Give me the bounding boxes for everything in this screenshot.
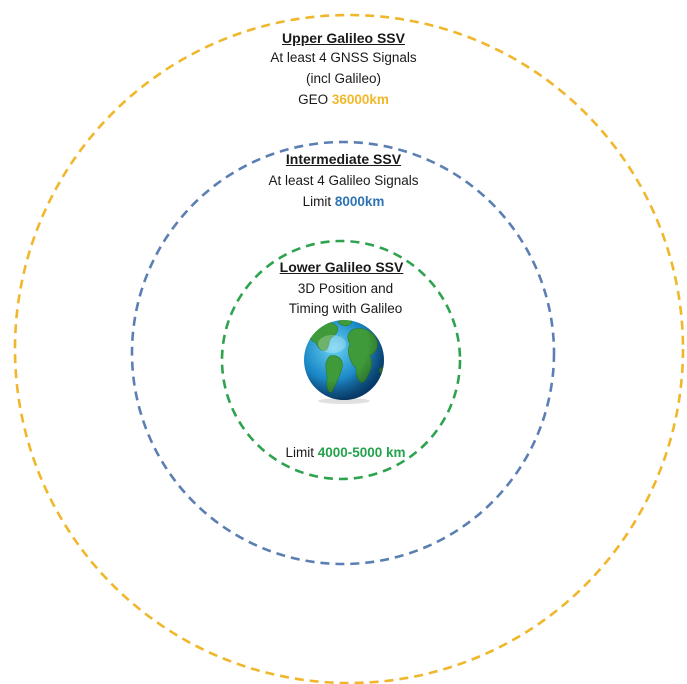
upper-ssv-line1: At least 4 GNSS Signals	[270, 50, 417, 65]
intermediate-ssv-limit: Limit 8000km	[0, 192, 687, 211]
lower-ssv-title: Lower Galileo SSV	[279, 259, 404, 275]
upper-ssv-line2: (incl Galileo)	[305, 71, 382, 86]
intermediate-ssv-boundary	[130, 140, 556, 566]
earth-icon	[304, 320, 384, 404]
upper-ssv-limit-value: 36000km	[331, 92, 389, 107]
lower-ssv-limit-prefix: Limit	[285, 445, 318, 460]
lower-ssv-line2: Timing with Galileo	[288, 301, 403, 316]
intermediate-ssv-limit-prefix: Limit	[302, 194, 335, 209]
lower-ssv-limit-value: 4000-5000 km	[317, 445, 406, 460]
lower-ssv-line1: 3D Position and	[297, 281, 394, 296]
upper-ssv-boundary	[13, 13, 685, 684]
upper-ssv-limit-prefix: GEO	[298, 92, 332, 107]
upper-ssv-title: Upper Galileo SSV	[282, 30, 405, 46]
intermediate-ssv-limit-value: 8000km	[334, 194, 385, 209]
lower-ssv-boundary	[220, 239, 462, 481]
intermediate-ssv-title: Intermediate SSV	[285, 151, 402, 167]
lower-ssv-limit: Limit 4000-5000 km	[2, 443, 687, 462]
upper-ssv-limit: GEO 36000km	[0, 90, 687, 109]
intermediate-ssv-line1: At least 4 Galileo Signals	[268, 173, 419, 188]
